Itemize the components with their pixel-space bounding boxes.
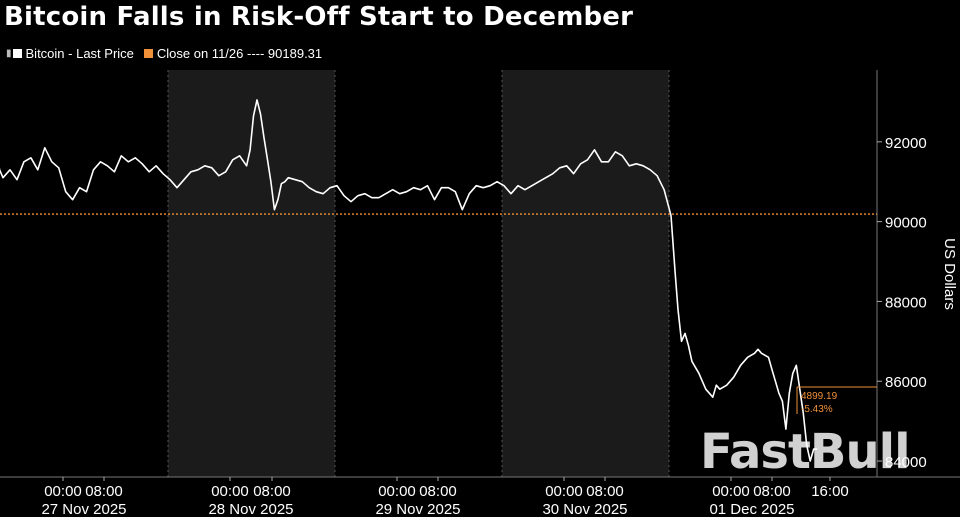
x-tick-label-time: 08:00: [253, 483, 291, 500]
legend-swatch-close: [143, 49, 153, 58]
series-line-bitcoin[interactable]: [0, 99, 818, 462]
legend-item-close[interactable]: Close on 11/26 ---- 90189.31: [143, 46, 323, 61]
x-tick-label-date: 27 Nov 2025: [41, 501, 126, 517]
chart-title: Bitcoin Falls in Risk-Off Start to Decem…: [4, 2, 634, 32]
x-tick-label-time: 16:00: [811, 483, 849, 500]
y-tick-label: 86000: [885, 374, 927, 391]
day-shade-band: [502, 70, 669, 477]
cursor-icon: ▮: [6, 48, 12, 59]
legend-label-series: Bitcoin - Last Price: [25, 46, 134, 61]
x-tick-label-time: 00:00: [211, 483, 249, 500]
x-tick-label-time: 08:00: [753, 483, 791, 500]
x-tick-label-time: 00:00: [712, 483, 750, 500]
x-tick-label-time: 00:00: [378, 483, 416, 500]
y-tick-label: 90000: [885, 215, 927, 232]
x-tick-label-date: 30 Nov 2025: [542, 501, 627, 517]
x-tick-label-date: 28 Nov 2025: [208, 501, 293, 517]
y-tick-label: 88000: [885, 294, 927, 311]
legend-item-series[interactable]: ▮ Bitcoin - Last Price: [6, 46, 134, 61]
x-tick-label-time: 08:00: [85, 483, 123, 500]
annotation-change: 4899.19: [801, 391, 838, 402]
legend-label-close: Close on 11/26 ---- 90189.31: [156, 46, 323, 61]
x-tick-label-time: 08:00: [419, 483, 457, 500]
y-axis-title: US Dollars: [941, 238, 958, 310]
x-tick-label-time: 00:00: [545, 483, 583, 500]
legend-swatch-series: [12, 49, 22, 58]
x-tick-label-date: 29 Nov 2025: [375, 501, 460, 517]
annotation-pct: -5.43%: [801, 404, 833, 415]
x-tick-label-time: 00:00: [44, 483, 82, 500]
x-tick-label-date: 01 Dec 2025: [709, 501, 794, 517]
y-tick-label: 84000: [885, 454, 927, 471]
x-tick-label-time: 08:00: [586, 483, 624, 500]
y-tick-label: 92000: [885, 135, 927, 152]
watermark-logo: FastBull: [700, 424, 911, 480]
chart-legend: ▮ Bitcoin - Last Price Close on 11/26 --…: [6, 46, 332, 61]
